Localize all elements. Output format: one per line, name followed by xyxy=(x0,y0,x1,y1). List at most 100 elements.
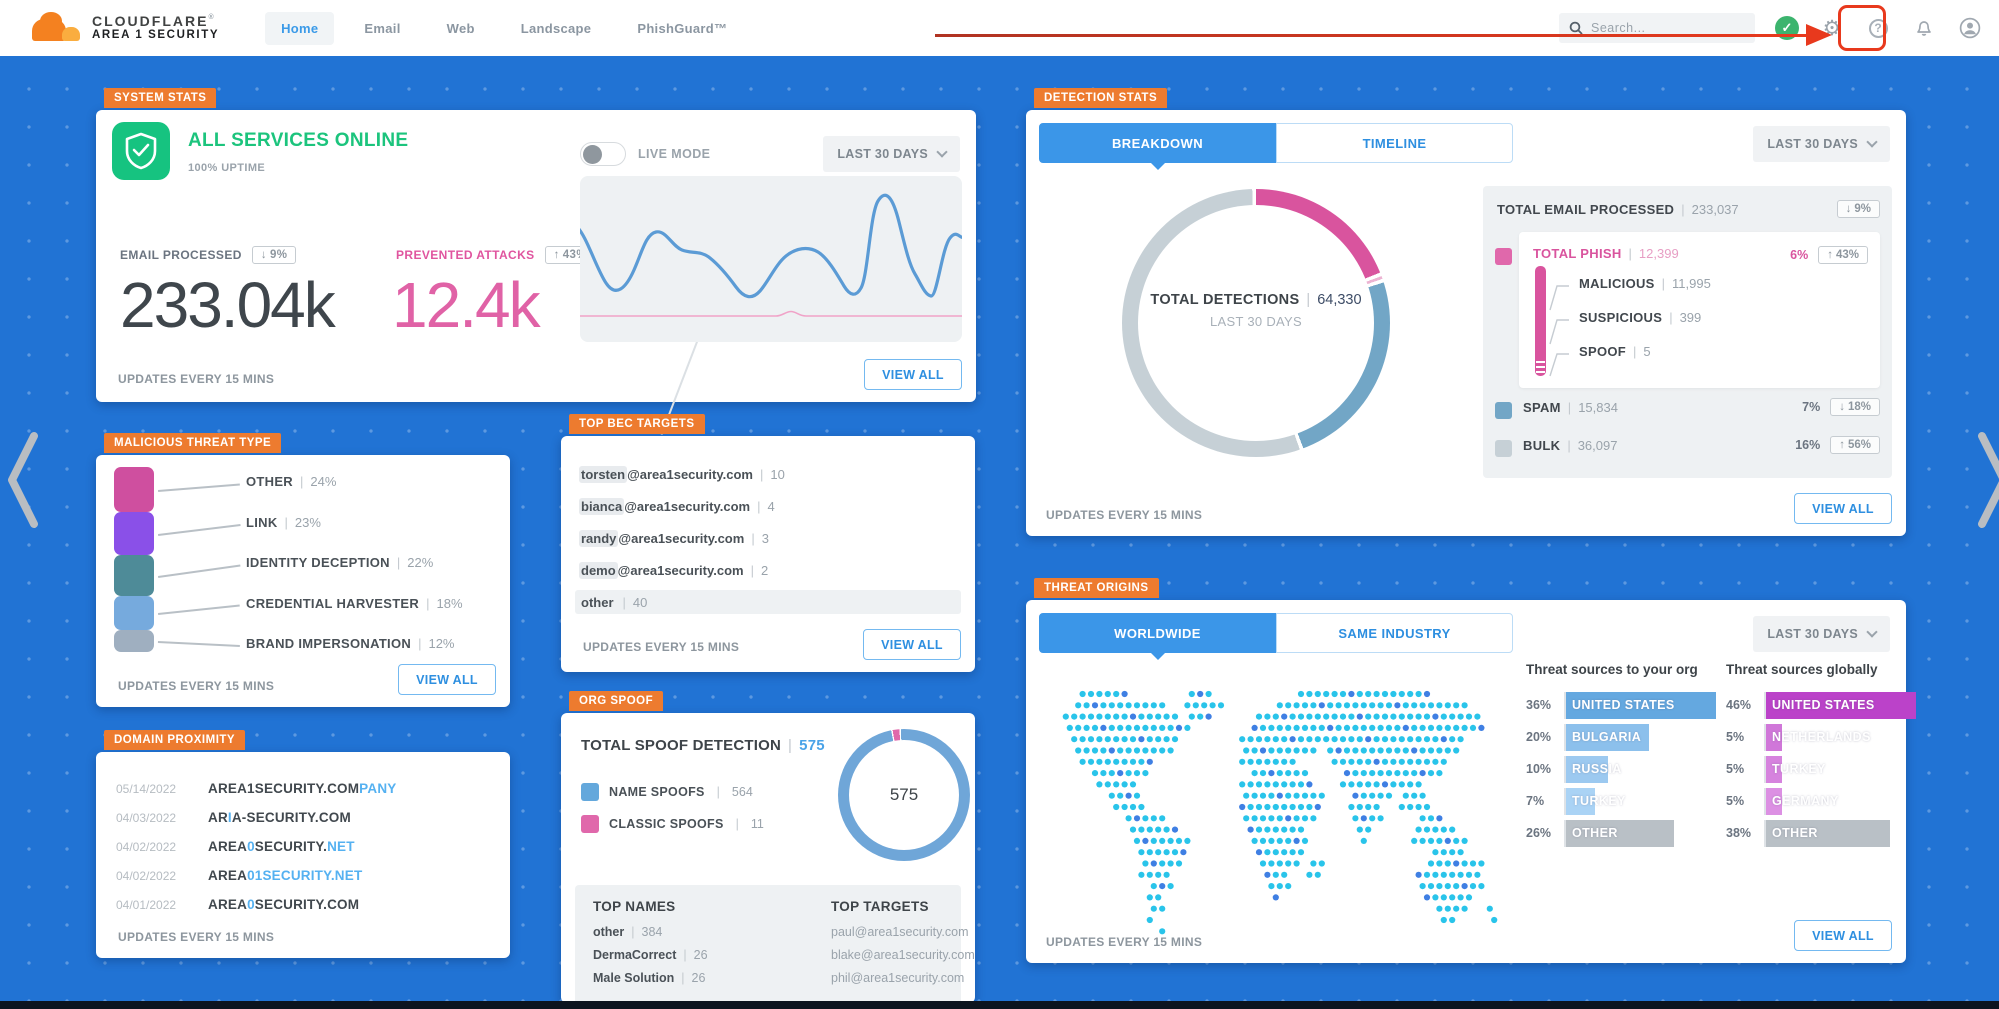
bec-target-row: torsten @area1security.com | 10 xyxy=(575,462,961,486)
suspicious-value: 399 xyxy=(1679,310,1702,325)
tab-same-industry[interactable]: SAME INDUSTRY xyxy=(1276,613,1513,653)
notifications-bell-icon[interactable] xyxy=(1911,15,1937,41)
search-input[interactable] xyxy=(1591,21,1741,35)
bec-view-all-button[interactable]: VIEW ALL xyxy=(863,629,961,660)
nav-tab-landscape[interactable]: Landscape xyxy=(520,20,592,36)
bec-target-count: 40 xyxy=(632,594,648,610)
spam-delta-badge: ↓ 18% xyxy=(1830,398,1880,416)
threat-source-percent: 5% xyxy=(1726,762,1745,776)
detection-view-all-button[interactable]: VIEW ALL xyxy=(1794,493,1892,524)
threat-type-view-all-button[interactable]: VIEW ALL xyxy=(398,664,496,695)
domain-proximity-card: DOMAIN PROXIMITY 05/14/2022 AREA1SECURITY… xyxy=(96,730,510,958)
spoof-donut-chart: 575 xyxy=(838,729,970,861)
top-name: Male Solution xyxy=(593,971,675,985)
updates-note: UPDATES EVERY 15 MINS xyxy=(1046,935,1203,949)
threat-source-percent: 46% xyxy=(1726,698,1752,712)
nav-right-cluster: ✓ ⚙ ? xyxy=(1559,0,1983,56)
brand-logo[interactable]: CLOUDFLARE® AREA 1 SECURITY xyxy=(30,12,219,44)
threat-source-bar-track: OTHER xyxy=(1564,819,1722,847)
range-label: LAST 30 DAYS xyxy=(1767,627,1858,641)
annotation-red-arrowhead xyxy=(1806,24,1832,46)
email-processed-label: EMAIL PROCESSED xyxy=(120,248,242,262)
origins-range-dropdown[interactable]: LAST 30 DAYS xyxy=(1753,616,1890,652)
separator: | xyxy=(759,466,764,482)
search-box[interactable] xyxy=(1559,13,1755,43)
threat-type-label: CREDENTIAL HARVESTER xyxy=(246,595,420,611)
domain-text: SECURITY.COM xyxy=(254,897,360,912)
spoof-title-text: TOTAL SPOOF DETECTION xyxy=(581,737,782,754)
threat-type-pct: 12% xyxy=(428,636,455,651)
classic-spoofs-legend-row: CLASSIC SPOOFS | 11 xyxy=(581,815,764,833)
phish-subtype-bar xyxy=(1535,266,1569,377)
system-range-dropdown[interactable]: LAST 30 DAYS xyxy=(823,136,960,172)
top-name: DermaCorrect xyxy=(593,948,677,962)
tab-worldwide[interactable]: WORLDWIDE xyxy=(1039,613,1276,660)
threat-type-row: BRAND IMPERSONATION | 12% xyxy=(246,636,455,651)
separator: | xyxy=(750,562,754,578)
email-trend-sparkline xyxy=(580,176,962,342)
org-bars: 36% UNITED STATES 20% BULGARIA 10% RUSSIA 7% TU… xyxy=(1526,689,1722,849)
threat-source-country: UNITED STATES xyxy=(1572,698,1675,712)
bulk-label: BULK xyxy=(1523,438,1561,453)
separator: | xyxy=(426,595,430,611)
threat-type-label: LINK xyxy=(246,514,278,530)
range-label: LAST 30 DAYS xyxy=(837,147,928,161)
nav-tab-home[interactable]: Home xyxy=(265,11,335,45)
bec-target-count: 2 xyxy=(760,562,769,578)
malicious-threat-type-card: MALICIOUS THREAT TYPE OTHER | 24% LINK | 23% I… xyxy=(96,433,510,707)
threat-source-bar: BULGARIA xyxy=(1566,723,1649,751)
domain-proximity-row: 04/01/2022 AREA0SECURITY.COM xyxy=(96,890,510,919)
up-arrow-icon: ↑ xyxy=(1827,249,1833,261)
user-account-icon[interactable] xyxy=(1957,15,1983,41)
threat-type-row: OTHER | 24% xyxy=(246,474,336,489)
bec-target-count: 10 xyxy=(770,466,785,482)
threat-type-pct: 18% xyxy=(436,595,463,611)
threat-source-bar-track: NETHERLANDS xyxy=(1764,723,1922,751)
system-view-all-button[interactable]: VIEW ALL xyxy=(864,359,962,390)
separator: | xyxy=(1681,202,1685,217)
separator: | xyxy=(396,555,401,570)
nav-tab-web[interactable]: Web xyxy=(446,20,475,36)
separator: | xyxy=(622,594,626,610)
top-name-row: Male Solution | 26 xyxy=(593,971,705,985)
origins-view-all-button[interactable]: VIEW ALL xyxy=(1794,920,1892,951)
bulk-value: 36,097 xyxy=(1577,438,1618,453)
top-names-title: TOP NAMES xyxy=(593,899,676,914)
email-trend-line xyxy=(580,193,962,299)
tab-timeline[interactable]: TIMELINE xyxy=(1276,123,1513,163)
detection-breakdown-panel: TOTAL EMAIL PROCESSED | 233,037 ↓ 9% TOTA… xyxy=(1483,186,1892,478)
threat-source-percent: 20% xyxy=(1526,730,1552,744)
total-email-delta-value: 9% xyxy=(1854,203,1871,215)
prevented-attacks-label-row: PREVENTED ATTACKS ↑ 43% xyxy=(396,246,596,264)
threat-source-row: 36% UNITED STATES xyxy=(1526,689,1722,721)
threat-source-country: OTHER xyxy=(1772,826,1818,840)
threat-sources-org-column: Threat sources to your org 36% UNITED STA… xyxy=(1526,662,1722,849)
prevented-attacks-value: 12.4k xyxy=(392,269,541,341)
separator: | xyxy=(300,474,304,489)
carousel-left-arrow-icon[interactable] xyxy=(4,428,40,532)
threat-source-row: 20% BULGARIA xyxy=(1526,721,1722,753)
name-spoofs-label: NAME SPOOFS xyxy=(609,785,705,799)
help-icon[interactable]: ? xyxy=(1865,15,1891,41)
threat-source-bar-track: UNITED STATES xyxy=(1564,691,1722,719)
live-mode-toggle[interactable]: LIVE MODE xyxy=(580,142,710,166)
brand-text: CLOUDFLARE® AREA 1 SECURITY xyxy=(92,13,219,42)
up-arrow-icon: ↑ xyxy=(1839,439,1845,451)
detection-range-dropdown[interactable]: LAST 30 DAYS xyxy=(1753,126,1890,162)
domain-diff-highlight: I xyxy=(227,810,232,825)
nav-tab-phishguard[interactable]: PhishGuard™ xyxy=(637,20,728,36)
domain-text: AREA1SECURITY.COM xyxy=(208,781,360,796)
email-processed-delta-badge: ↓ 9% xyxy=(251,246,297,264)
bec-target-row: demo @area1security.com | 2 xyxy=(575,558,961,582)
card-tag-org-spoof: ORG SPOOF xyxy=(569,691,664,711)
nav-tab-email[interactable]: Email xyxy=(364,20,401,36)
name-spoofs-color-chip xyxy=(581,783,599,801)
tab-breakdown[interactable]: BREAKDOWN xyxy=(1039,123,1276,170)
bec-target-domain: @area1security.com xyxy=(618,530,745,546)
top-target-email: paul@area1security.com xyxy=(831,925,969,939)
connector-line xyxy=(158,523,241,535)
threat-source-country: TURKEY xyxy=(1772,762,1826,776)
spoof-total-value: 575 xyxy=(799,737,825,754)
total-detections-label: TOTAL DETECTIONS xyxy=(1150,291,1300,308)
carousel-right-arrow-icon[interactable] xyxy=(1976,428,1999,532)
